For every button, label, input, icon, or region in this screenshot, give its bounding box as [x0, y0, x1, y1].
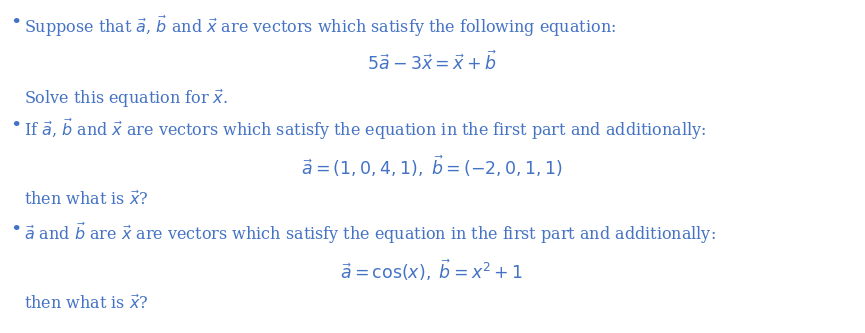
- Text: •: •: [10, 14, 22, 32]
- Text: then what is $\vec{x}$?: then what is $\vec{x}$?: [24, 191, 149, 209]
- Text: $\vec{a}$ and $\vec{b}$ are $\vec{x}$ are vectors which satisfy the equation in : $\vec{a}$ and $\vec{b}$ are $\vec{x}$ ar…: [24, 221, 715, 246]
- Text: Solve this equation for $\vec{x}$.: Solve this equation for $\vec{x}$.: [24, 88, 228, 110]
- Text: Suppose that $\vec{a}$, $\vec{b}$ and $\vec{x}$ are vectors which satisfy the fo: Suppose that $\vec{a}$, $\vec{b}$ and $\…: [24, 14, 616, 39]
- Text: If $\vec{a}$, $\vec{b}$ and $\vec{x}$ are vectors which satisfy the equation in : If $\vec{a}$, $\vec{b}$ and $\vec{x}$ ar…: [24, 117, 707, 142]
- Text: $\vec{a} = (1, 0, 4, 1),\; \vec{b} = (-2, 0, 1, 1)$: $\vec{a} = (1, 0, 4, 1),\; \vec{b} = (-2…: [301, 153, 563, 178]
- Text: then what is $\vec{x}$?: then what is $\vec{x}$?: [24, 295, 149, 313]
- Text: $\vec{a} = \cos(x),\; \vec{b} = x^2 + 1$: $\vec{a} = \cos(x),\; \vec{b} = x^2 + 1$: [341, 257, 523, 283]
- Text: •: •: [10, 221, 22, 239]
- Text: $5\vec{a} - 3\vec{x} = \vec{x} + \vec{b}$: $5\vec{a} - 3\vec{x} = \vec{x} + \vec{b}…: [367, 50, 497, 74]
- Text: •: •: [10, 117, 22, 135]
